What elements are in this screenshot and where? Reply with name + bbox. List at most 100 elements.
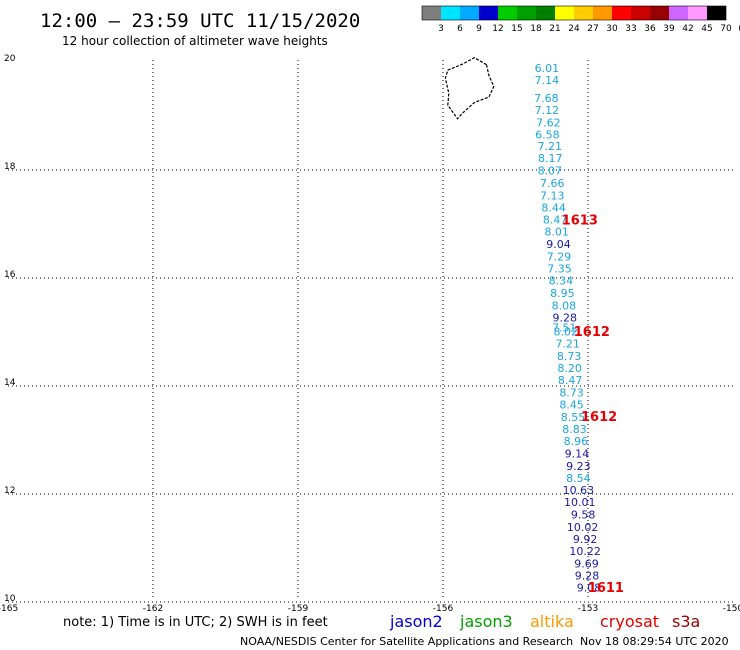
colorbar-swatch <box>460 6 479 20</box>
swh-value: 8.02 <box>554 325 579 338</box>
colorbar-swatch <box>441 6 460 20</box>
wave-height-points: 6.017.147.687.127.626.587.218.178.077.66… <box>534 62 601 594</box>
colorbar-frame <box>421 5 727 21</box>
swh-value: 8.55 <box>561 411 586 424</box>
swh-value: 7.12 <box>535 104 560 117</box>
swh-value: 7.21 <box>538 140 563 153</box>
swh-value: 7.29 <box>547 250 572 263</box>
colorbar-label: 36 <box>644 24 656 34</box>
swh-value: 8.45 <box>559 398 584 411</box>
x-tick-label: -165 <box>0 604 18 614</box>
x-tick-label: -156 <box>433 604 454 614</box>
swh-value: 7.66 <box>540 177 565 190</box>
title: 12:00 – 23:59 UTC 11/15/2020 <box>40 10 360 32</box>
swh-value: 8.07 <box>538 165 563 178</box>
colorbar-label: 21 <box>549 24 560 34</box>
swh-value: 8.73 <box>559 386 584 399</box>
plot-area: -165 -162 -159 -156 -153 -150 10 12 14 16 18 20 6.0… <box>0 54 740 614</box>
pass-number: 1612 <box>574 325 610 340</box>
y-tick-label: 10 <box>4 594 16 604</box>
colorbar-label: 39 <box>663 24 675 34</box>
colorbar-label: 18 <box>530 24 542 34</box>
colorbar-swatch <box>536 6 555 20</box>
swh-value: 9.69 <box>574 558 599 571</box>
swh-value: 8.47 <box>558 374 583 387</box>
swh-value: 9.08 <box>577 581 602 594</box>
colorbar-label: 9 <box>476 24 482 34</box>
swh-value: 8.44 <box>541 201 566 214</box>
x-tick-label: -162 <box>143 604 163 614</box>
swh-value: 10.22 <box>569 545 601 558</box>
y-tick-label: 14 <box>4 378 16 388</box>
swh-value: 8.54 <box>566 472 591 485</box>
colorbar-label: 12 <box>492 24 503 34</box>
swh-value: 7.13 <box>540 189 565 202</box>
swh-value: 8.95 <box>550 287 575 300</box>
swh-value: 7.21 <box>555 337 580 350</box>
colorbar-swatch <box>612 6 631 20</box>
satellite-altika: altika <box>530 612 574 631</box>
swh-value: 8.83 <box>562 423 587 436</box>
colorbar-swatch <box>479 6 498 20</box>
pass-number: 1611 <box>588 581 624 596</box>
colorbar-label: 30 <box>606 24 618 34</box>
colorbar-swatch <box>574 6 593 20</box>
colorbar-label: 33 <box>625 24 636 34</box>
pass-number: 1613 <box>562 214 598 229</box>
colorbar-swatch <box>555 6 574 20</box>
colorbar-swatch <box>517 6 536 20</box>
satellite-cryosat: cryosat <box>600 612 659 631</box>
grid-lines <box>8 60 733 603</box>
colorbar-swatch <box>688 6 707 20</box>
colorbar-swatch <box>422 6 441 20</box>
swh-value: 9.23 <box>566 460 591 473</box>
swh-value: 9.92 <box>573 533 598 546</box>
colorbar-label: 27 <box>587 24 598 34</box>
y-tick-label: 12 <box>4 486 15 496</box>
colorbar-swatch <box>707 6 726 20</box>
footer-timestamp: Nov 18 08:29:54 UTC 2020 <box>580 635 729 648</box>
pass-number: 1612 <box>581 410 617 425</box>
swh-value: 7.14 <box>535 74 560 87</box>
pass-labels: 1613 1612 1612 1611 <box>562 214 624 596</box>
y-tick-label: 16 <box>4 270 16 280</box>
swh-value: 10.02 <box>567 521 599 534</box>
island-coastline <box>444 57 495 120</box>
swh-value: 8.17 <box>538 152 563 165</box>
swh-value: 7.51 <box>552 322 577 335</box>
colorbar-label: 42 <box>682 24 693 34</box>
colorbar-swatch <box>631 6 650 20</box>
satellite-jason3: jason3 <box>459 612 513 631</box>
swh-value: 9.28 <box>575 570 600 583</box>
colorbar-label: 24 <box>568 24 580 34</box>
subtitle: 12 hour collection of altimeter wave hei… <box>62 34 328 48</box>
x-tick-label: -153 <box>578 604 598 614</box>
swh-value: 8.34 <box>549 275 574 288</box>
footer-credit: NOAA/NESDIS Center for Satellite Applica… <box>240 635 573 648</box>
satellite-legend: jason2 jason3 altika cryosat s3a <box>389 612 700 631</box>
swh-value: 8.01 <box>544 226 569 239</box>
colorbar-label: 70 <box>720 24 732 34</box>
swh-value: 9.14 <box>565 448 590 461</box>
colorbar-swatch <box>669 6 688 20</box>
swh-value: 10.01 <box>564 496 596 509</box>
x-tick-label: -150 <box>723 604 740 614</box>
colorbar-swatch <box>650 6 669 20</box>
axis-ticks: -165 -162 -159 -156 -153 -150 10 12 14 16 18 20 <box>0 54 740 614</box>
swh-value: 7.35 <box>547 262 572 275</box>
land-outline <box>444 57 495 120</box>
colorbar-label: 3 <box>438 24 444 34</box>
colorbar-label: (ft) <box>738 24 740 34</box>
swh-value: 8.73 <box>557 350 582 363</box>
colorbar-label: 45 <box>701 24 712 34</box>
swh-value: 8.47 <box>543 214 568 227</box>
swh-value: 9.58 <box>571 509 596 522</box>
colorbar-label: 6 <box>457 24 463 34</box>
swh-value: 6.01 <box>535 62 560 75</box>
swh-value: 10.63 <box>563 484 595 497</box>
swh-value: 9.04 <box>546 238 571 251</box>
swh-value: 9.28 <box>553 311 578 324</box>
